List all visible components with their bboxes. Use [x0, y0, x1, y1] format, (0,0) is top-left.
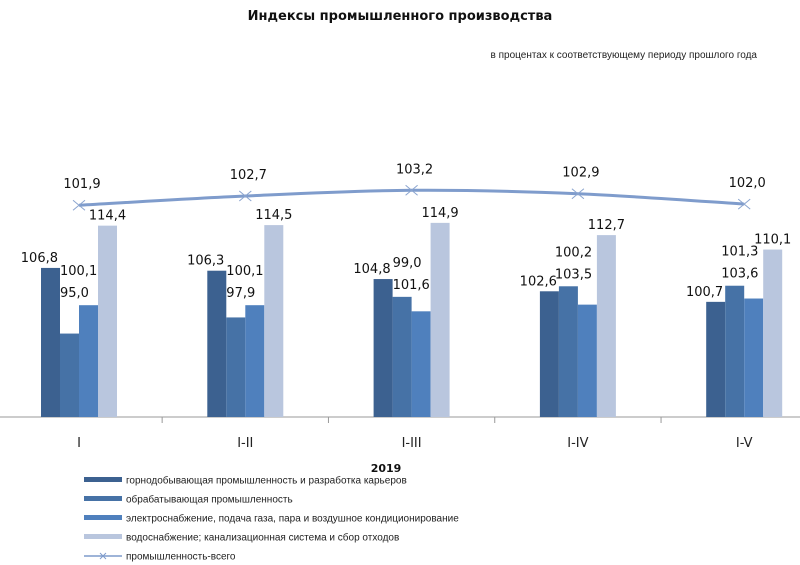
data-label: 103,2 — [396, 162, 433, 177]
bar — [41, 267, 60, 417]
bar — [60, 333, 79, 417]
data-label: 97,9 — [226, 286, 255, 301]
plot-area: I I-II I-III I-IV I-V106,8100,195,0114,4106,… — [0, 162, 800, 451]
bar — [725, 285, 745, 417]
legend-swatch — [84, 534, 122, 539]
data-label: 114,9 — [421, 206, 458, 221]
bar — [79, 305, 98, 417]
data-label: 100,2 — [555, 245, 592, 260]
bar — [596, 235, 616, 417]
line-marker — [72, 199, 86, 211]
data-label: 101,9 — [63, 177, 100, 192]
bar — [264, 225, 284, 417]
data-label: 100,1 — [60, 264, 97, 279]
x-axis-title: 2019 — [371, 462, 402, 475]
x-tick-label: I-III — [402, 436, 422, 451]
legend-label: горнодобывающая промышленность и разрабо… — [126, 475, 407, 487]
bar — [392, 296, 412, 417]
bar — [763, 249, 783, 417]
bar — [577, 304, 597, 417]
bar — [558, 286, 578, 417]
legend-label: водоснабжение; канализационная система и… — [126, 532, 399, 544]
chart-title: Индексы промышленного производства — [248, 9, 553, 24]
data-label: 106,8 — [21, 251, 58, 266]
bar — [539, 291, 559, 417]
bar — [430, 222, 450, 417]
line-marker — [238, 190, 252, 202]
bar — [373, 279, 393, 417]
legend-label: обрабатывающая промышленность — [126, 494, 293, 506]
data-label: 106,3 — [187, 254, 224, 269]
data-label: 112,7 — [588, 218, 625, 233]
data-label: 101,3 — [721, 245, 758, 260]
legend-swatch — [84, 515, 122, 520]
data-label: 101,6 — [393, 278, 430, 293]
x-tick-label: I-V — [736, 436, 753, 451]
bar — [226, 317, 246, 417]
data-label: 102,0 — [729, 176, 766, 191]
data-label: 100,7 — [686, 285, 723, 300]
bar — [245, 305, 265, 417]
data-label: 95,0 — [60, 286, 89, 301]
line-marker — [571, 188, 585, 200]
bar — [98, 225, 117, 417]
data-label: 104,8 — [353, 262, 390, 277]
data-label: 102,9 — [562, 166, 599, 181]
legend-swatch — [84, 477, 122, 482]
data-label: 114,5 — [255, 208, 292, 223]
legend-swatch — [84, 496, 122, 501]
legend-label: промышленность-всего — [126, 552, 236, 563]
data-label: 100,1 — [226, 264, 263, 279]
data-label: 99,0 — [393, 256, 422, 271]
legend-label: электроснабжение, подача газа, пара и во… — [126, 513, 459, 525]
data-label: 103,5 — [555, 267, 592, 282]
data-label: 103,6 — [721, 267, 758, 282]
data-label: 114,4 — [89, 209, 126, 224]
data-label: 110,1 — [754, 233, 791, 248]
legend-marker — [99, 552, 107, 560]
bar — [744, 298, 764, 417]
x-tick-label: I-II — [237, 436, 253, 451]
line-marker — [737, 198, 751, 210]
data-label: 102,6 — [520, 274, 557, 289]
line-marker — [405, 184, 418, 196]
legend: горнодобывающая промышленность и разрабо… — [84, 475, 459, 563]
line-series — [78, 188, 745, 207]
bar — [706, 301, 726, 417]
bar — [207, 270, 227, 417]
chart-subtitle: в процентах к соответствующему периоду п… — [491, 50, 758, 61]
bar — [411, 311, 431, 417]
data-label: 102,7 — [230, 168, 267, 183]
x-tick-label: I-IV — [567, 436, 588, 451]
x-tick-label: I — [77, 436, 81, 451]
